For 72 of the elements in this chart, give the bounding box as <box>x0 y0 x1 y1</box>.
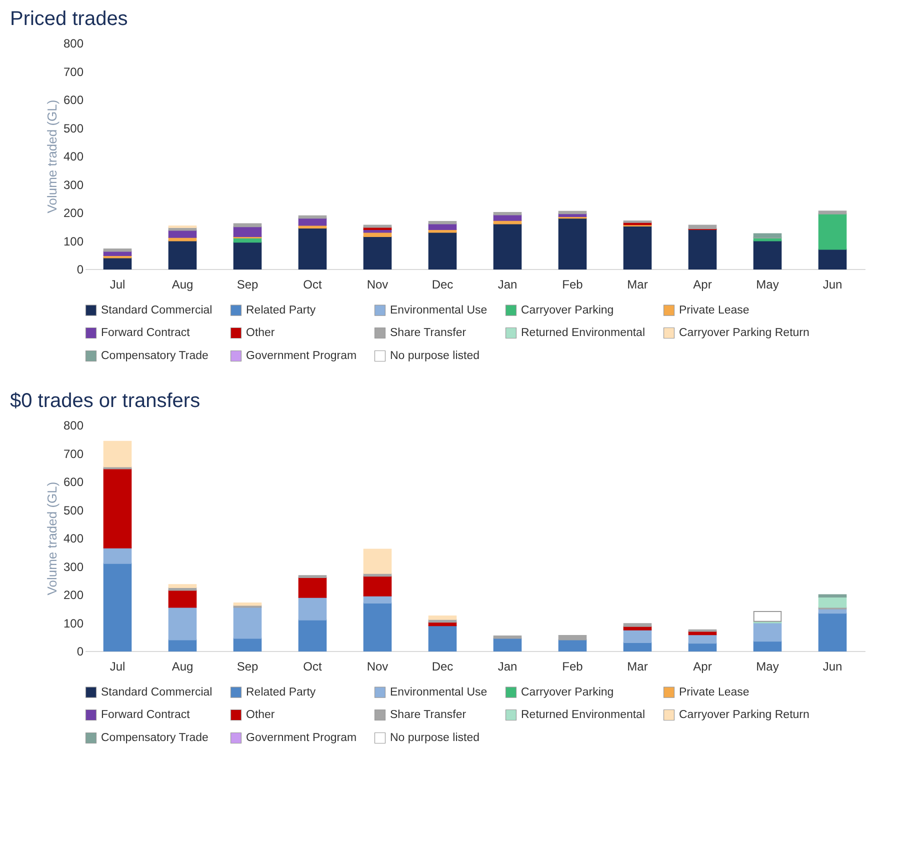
x-tick-label: Jun <box>822 660 842 674</box>
y-tick-label: 700 <box>63 64 84 79</box>
y-axis-title: Volume traded (GL) <box>44 482 60 596</box>
x-tick-label: Jan <box>498 278 518 292</box>
legend-label: Carryover Parking <box>521 686 614 698</box>
x-tick-label: Nov <box>366 278 388 292</box>
x-tick-label: Jul <box>110 660 126 674</box>
y-tick-label: 800 <box>63 36 84 50</box>
y-tick-label: 300 <box>63 560 84 574</box>
x-tick-label: Sep <box>236 278 258 292</box>
y-axis-title: Volume traded (GL) <box>44 100 60 214</box>
y-tick-label: 0 <box>76 262 84 276</box>
y-tick-label: 0 <box>76 644 84 658</box>
legend-label: Government Program <box>246 732 357 744</box>
x-tick-label: Nov <box>366 660 388 674</box>
legend-label: Returned Environmental <box>521 709 646 721</box>
y-tick-label: 400 <box>63 532 84 546</box>
x-tick-label: Jun <box>822 278 842 292</box>
y-tick-label: 500 <box>63 503 84 518</box>
y-tick-label: 200 <box>63 206 84 220</box>
y-tick-label: 500 <box>63 121 84 136</box>
x-tick-label: Dec <box>432 660 454 674</box>
legend-label: Other <box>246 327 275 339</box>
y-tick-label: 400 <box>63 150 84 164</box>
legend-label: Standard Commercial <box>101 686 212 698</box>
chart-title: Priced trades <box>10 8 128 30</box>
legend-label: No purpose listed <box>390 350 480 362</box>
legend-label: Forward Contract <box>101 327 191 339</box>
legend-label: Carryover Parking <box>521 304 614 316</box>
x-tick-label: Aug <box>172 278 194 292</box>
x-tick-label: Feb <box>562 660 584 674</box>
y-tick-label: 600 <box>63 93 84 107</box>
legend-label: Private Lease <box>679 686 750 698</box>
y-tick-label: 100 <box>63 234 84 248</box>
legend-label: Related Party <box>246 304 316 316</box>
legend-label: Standard Commercial <box>101 304 212 316</box>
legend-label: Government Program <box>246 350 357 362</box>
legend-label: Other <box>246 709 275 721</box>
x-tick-label: Jul <box>110 278 126 292</box>
y-tick-label: 800 <box>63 418 84 432</box>
x-tick-label: Mar <box>627 278 648 292</box>
x-tick-label: Feb <box>562 278 584 292</box>
x-tick-label: Apr <box>693 278 712 292</box>
x-tick-label: Jan <box>498 660 518 674</box>
x-tick-label: Aug <box>172 660 194 674</box>
x-tick-label: May <box>756 660 779 674</box>
y-tick-label: 700 <box>63 446 84 461</box>
legend-label: Compensatory Trade <box>101 350 208 362</box>
y-tick-label: 600 <box>63 475 84 489</box>
legend-label: Environmental Use <box>390 686 488 698</box>
x-tick-label: Apr <box>693 660 712 674</box>
y-tick-label: 300 <box>63 178 84 192</box>
chart-title: $0 trades or transfers <box>10 390 200 412</box>
x-tick-label: Mar <box>627 660 648 674</box>
legend-label: Share Transfer <box>390 709 466 721</box>
legend-label: Compensatory Trade <box>101 732 208 744</box>
legend-label: Private Lease <box>679 304 750 316</box>
legend-label: Carryover Parking Return <box>679 709 810 721</box>
x-tick-label: Oct <box>303 660 322 674</box>
legend-label: Carryover Parking Return <box>679 327 810 339</box>
legend-label: Returned Environmental <box>521 327 646 339</box>
legend-label: Environmental Use <box>390 304 488 316</box>
x-tick-label: May <box>756 278 779 292</box>
x-tick-label: Sep <box>236 660 258 674</box>
x-tick-label: Oct <box>303 278 322 292</box>
x-tick-label: Dec <box>432 278 454 292</box>
y-tick-label: 200 <box>63 588 84 602</box>
legend-label: Related Party <box>246 686 316 698</box>
legend-label: Forward Contract <box>101 709 191 721</box>
legend-label: Share Transfer <box>390 327 466 339</box>
y-tick-label: 100 <box>63 616 84 630</box>
legend-label: No purpose listed <box>390 732 480 744</box>
